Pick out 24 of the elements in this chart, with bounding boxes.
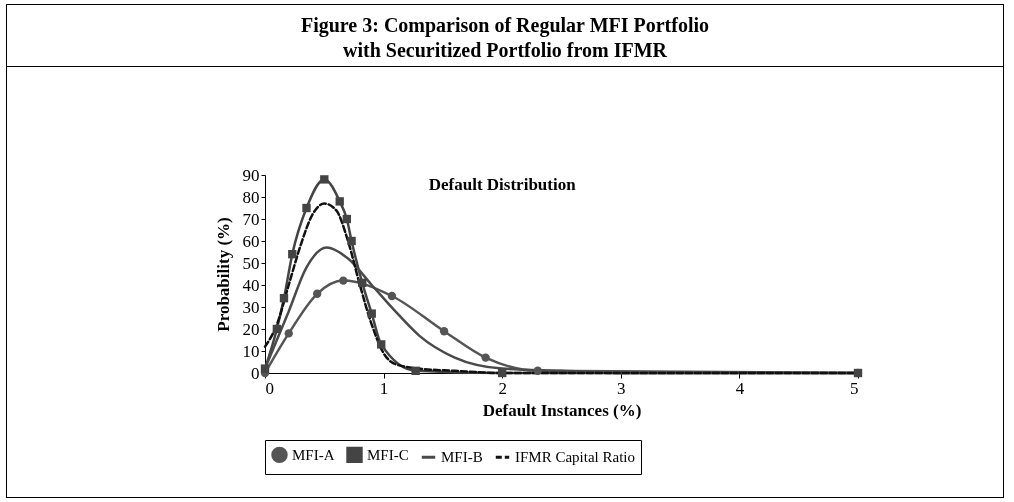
y-tick-label: 50 [242, 253, 260, 273]
legend-label: IFMR Capital Ratio [515, 449, 635, 466]
x-axis-title: Default Instances (%) [482, 400, 642, 420]
x-tick-label: 5 [850, 378, 859, 398]
x-tick-label: 1 [379, 378, 389, 398]
x-tick-label: 0 [265, 378, 274, 398]
y-tick-label: 30 [242, 297, 260, 317]
y-tick-label: 80 [242, 187, 260, 207]
y-tick-label: 40 [242, 275, 260, 295]
legend-label: MFI-B [441, 449, 483, 466]
x-tick-label: 4 [735, 378, 745, 398]
y-tick-label: 20 [242, 319, 260, 339]
chart-subtitle: Default Distribution [428, 175, 577, 194]
y-tick-label: 10 [242, 341, 260, 361]
x-tick-label: 3 [617, 378, 626, 398]
y-tick-label: 0 [251, 363, 260, 383]
y-axis-title: Probability (%) [213, 217, 233, 332]
legend-label: MFI-C [367, 446, 409, 463]
legend-label: MFI-A [292, 446, 335, 463]
y-tick-label: 60 [242, 231, 260, 251]
y-tick-label: 70 [242, 209, 260, 229]
y-tick-label: 90 [242, 165, 260, 185]
chart-title: Figure 3: Comparison of Regular MFI Portfolio with Securitized Portfolio from IFMR [7, 5, 1003, 67]
x-tick-label: 2 [498, 378, 507, 398]
